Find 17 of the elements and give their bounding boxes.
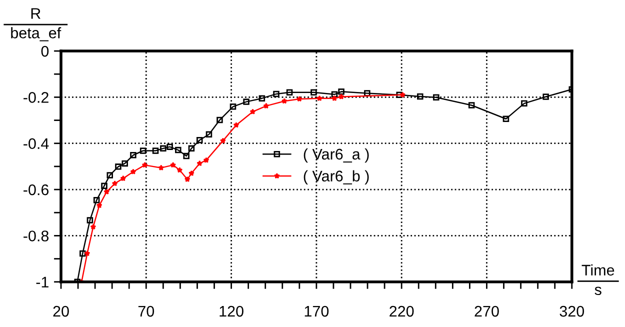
y-tick-label: -0.6 xyxy=(24,184,49,196)
y-axis-title: R beta_ef xyxy=(11,8,62,42)
x-tick-label: 70 xyxy=(138,306,154,317)
y-tick-label: -1 xyxy=(36,276,48,288)
x-tick-label: 270 xyxy=(474,306,499,317)
x-tick-label: 20 xyxy=(53,306,69,317)
x-tick-label: 120 xyxy=(220,306,244,317)
y-tick-label: -0.2 xyxy=(24,92,48,103)
y-tick-label: -0.4 xyxy=(24,138,49,150)
x-tick-label: 170 xyxy=(304,306,329,317)
x-tick-label: 220 xyxy=(390,306,414,317)
x-axis-title: Time s xyxy=(582,264,614,296)
y-tick-label: 0 xyxy=(41,46,49,57)
legend-label: ( Var6_b ) xyxy=(304,170,369,184)
y-tick-label: -0.8 xyxy=(24,230,49,242)
legend-label: ( Var6_a ) xyxy=(304,148,369,163)
x-tick-label: 320 xyxy=(560,306,584,317)
